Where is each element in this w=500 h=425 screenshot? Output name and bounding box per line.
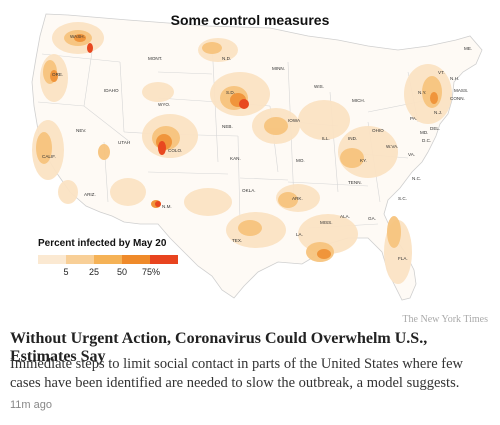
legend-swatch <box>94 255 122 264</box>
map-title: Some control measures <box>170 12 330 28</box>
legend-tick: 5 <box>63 267 69 277</box>
state-label-tenn: TENN. <box>348 180 362 185</box>
state-label-minn: MINN. <box>272 66 285 71</box>
state-label-md: MD. <box>420 130 428 135</box>
state-label-ny: N.Y. <box>418 90 426 95</box>
legend-swatch <box>38 255 66 264</box>
us-map: WASH. ORE. CALIF. NEV. IDAHO MONT. WYO. … <box>31 13 483 301</box>
legend-tick: 75% <box>141 267 161 277</box>
state-label-nj: N.J. <box>434 110 442 115</box>
state-label-ohio: OHIO <box>372 128 384 133</box>
state-label-conn: CONN. <box>450 96 465 101</box>
article-map-image[interactable]: WASH. ORE. CALIF. NEV. IDAHO MONT. WYO. … <box>8 2 492 310</box>
state-label-sd: S.D. <box>226 90 235 95</box>
source-credit: The New York Times <box>402 314 488 325</box>
state-label-mich: MICH. <box>352 98 365 103</box>
state-label-mo: MO. <box>296 158 305 163</box>
state-label-nm: N.M. <box>162 204 172 209</box>
state-label-fla: FLA. <box>398 256 408 261</box>
state-label-calif: CALIF. <box>42 154 56 159</box>
state-label-sc: S.C. <box>398 196 407 201</box>
state-label-pa: PA. <box>410 116 417 121</box>
legend-ticks: 5 25 50 75% <box>38 267 178 281</box>
state-label-nev: NEV. <box>76 128 86 133</box>
state-label-wash: WASH. <box>70 34 85 39</box>
map-legend: Percent infected by May 20 5 25 50 75% <box>38 238 178 281</box>
state-label-tex: TEX. <box>232 238 242 243</box>
state-label-idaho: IDAHO <box>104 88 119 93</box>
state-label-iowa: IOWA <box>288 118 301 123</box>
state-label-ark: ARK. <box>292 196 303 201</box>
legend-swatch <box>122 255 150 264</box>
state-label-mont: MONT. <box>148 56 162 61</box>
state-label-ky: KY. <box>360 158 367 163</box>
state-label-wva: W.VA. <box>386 144 398 149</box>
state-label-wis: WIS. <box>314 84 324 89</box>
state-labels: WASH. ORE. CALIF. NEV. IDAHO MONT. WYO. … <box>42 34 472 261</box>
legend-swatch <box>66 255 94 264</box>
state-label-ala: ALA. <box>340 214 350 219</box>
state-label-nh: N.H. <box>450 76 459 81</box>
state-label-miss: MISS. <box>320 220 333 225</box>
infection-areas <box>32 22 452 284</box>
state-label-ga: GA. <box>368 216 376 221</box>
us-outline <box>31 13 483 301</box>
state-label-colo: COLO. <box>168 148 182 153</box>
state-label-ill: ILL. <box>322 136 330 141</box>
state-label-wyo: WYO. <box>158 102 170 107</box>
state-label-nc: N.C. <box>412 176 421 181</box>
article-summary: Immediate steps to limit social contact … <box>10 356 463 391</box>
legend-color-scale <box>38 255 178 264</box>
state-label-del: DEL. <box>430 126 440 131</box>
state-label-la: LA. <box>296 232 303 237</box>
state-label-okla: OKLA. <box>242 188 256 193</box>
state-label-vt: VT. <box>438 70 445 75</box>
legend-title: Percent infected by May 20 <box>38 238 167 249</box>
state-label-nd: N.D. <box>222 56 231 61</box>
legend-swatch <box>150 255 178 264</box>
state-label-dc: D.C. <box>422 138 431 143</box>
state-label-ariz: ARIZ. <box>84 192 96 197</box>
state-label-mass: MASS. <box>454 88 468 93</box>
article-headline[interactable]: Without Urgent Action, Coronavirus Could… <box>10 330 428 365</box>
state-label-kan: KAN. <box>230 156 241 161</box>
article-timestamp: 11m ago <box>10 399 52 411</box>
state-label-me: ME. <box>464 46 472 51</box>
state-label-neb: NEB. <box>222 124 233 129</box>
state-label-ore: ORE. <box>52 72 63 77</box>
legend-tick: 25 <box>88 267 100 277</box>
state-label-utah: UTAH <box>118 140 130 145</box>
state-label-ind: IND. <box>348 136 357 141</box>
legend-tick: 50 <box>116 267 128 277</box>
state-label-va: VA. <box>408 152 415 157</box>
